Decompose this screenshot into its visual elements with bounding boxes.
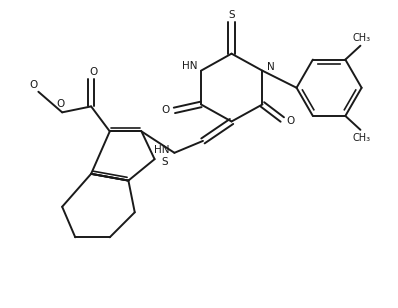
Text: O: O [56, 99, 64, 109]
Text: S: S [228, 10, 235, 20]
Text: O: O [29, 79, 38, 90]
Text: CH₃: CH₃ [352, 133, 370, 143]
Text: HN: HN [154, 145, 170, 155]
Text: S: S [161, 157, 168, 167]
Text: N: N [267, 62, 274, 72]
Text: CH₃: CH₃ [352, 33, 370, 43]
Text: O: O [286, 116, 295, 127]
Text: HN: HN [182, 61, 198, 71]
Text: O: O [89, 67, 97, 76]
Text: O: O [162, 105, 170, 115]
